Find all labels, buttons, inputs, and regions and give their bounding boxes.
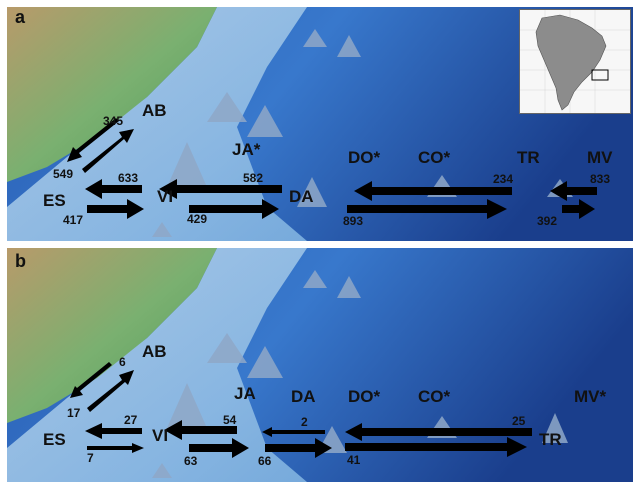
count-tr-to-da: 25 [512, 414, 526, 428]
count-tr-to-mv: 392 [537, 214, 558, 228]
site-label-ja: JA* [232, 140, 261, 159]
arrow-ja-to-vi [164, 420, 237, 440]
arrow-ab-to-es [67, 118, 119, 162]
arrow-mv-to-tr [550, 181, 597, 201]
arrow-ab-to-es [70, 362, 112, 398]
site-label-vi: VI [152, 426, 169, 445]
arrow-tr-to-mv [562, 199, 595, 219]
arrow-es-to-vi [87, 443, 144, 453]
arrow-es-to-ab [82, 129, 134, 173]
south-america-outline [520, 10, 630, 113]
site-label-ab: AB [142, 101, 167, 120]
arrow-tr-to-da [345, 423, 532, 441]
count-ja-to-da: 66 [258, 454, 272, 468]
count-es-to-vi: 417 [63, 213, 84, 227]
count-da-to-vi: 582 [243, 171, 264, 185]
arrow-vi-to-es [85, 179, 142, 199]
count-da-to-tr: 893 [343, 214, 364, 228]
site-label-ja: JA [234, 384, 256, 403]
seafloor-map [7, 248, 633, 482]
location-inset-map [519, 9, 631, 114]
count-vi-to-da: 429 [187, 212, 208, 226]
count-ab-to-es: 17 [67, 406, 81, 420]
count-vi-to-ja: 63 [184, 454, 198, 468]
site-label-vi: VI [157, 187, 174, 206]
migration-arrows [70, 362, 532, 458]
arrow-da-to-vi [159, 179, 282, 199]
site-label-do: DO* [348, 387, 381, 406]
site-label-mv: MV [587, 148, 613, 167]
arrow-vi-to-es [85, 423, 142, 439]
site-label-do: DO* [348, 148, 381, 167]
arrow-da-to-tr [345, 437, 527, 457]
arrow-es-to-vi [87, 199, 144, 219]
site-label-tr: TR [539, 430, 562, 449]
site-label-tr: TR [517, 148, 540, 167]
map-panel-b: b AB ES VI JA DA DO* CO* TR MV* 6 17 27 … [7, 248, 633, 482]
arrow-da-to-ja [262, 427, 325, 437]
site-label-da: DA [289, 187, 314, 206]
count-es-to-ab: 345 [103, 114, 124, 128]
site-label-co: CO* [418, 387, 451, 406]
count-es-to-vi: 7 [87, 451, 94, 465]
site-label-ab: AB [142, 342, 167, 361]
count-tr-to-da: 234 [493, 172, 514, 186]
arrow-ja-to-da [265, 438, 332, 458]
arrow-tr-to-da [354, 181, 512, 201]
panel-label: a [15, 7, 26, 27]
count-es-to-ab: 6 [119, 355, 126, 369]
count-ja-to-vi: 54 [223, 413, 237, 427]
count-da-to-ja: 2 [301, 415, 308, 429]
count-ab-to-es: 549 [53, 167, 74, 181]
site-label-es: ES [43, 430, 66, 449]
count-vi-to-es: 633 [118, 171, 139, 185]
arrow-da-to-tr [347, 199, 507, 219]
map-panel-a: a AB ES VI JA* DA DO* CO* TR MV 345 549 … [7, 7, 633, 241]
site-label-da: DA [291, 387, 316, 406]
count-da-to-tr: 41 [347, 453, 361, 467]
arrow-vi-to-da [189, 199, 279, 219]
site-label-mv: MV* [574, 387, 607, 406]
site-label-co: CO* [418, 148, 451, 167]
arrow-es-to-ab [87, 370, 134, 412]
migration-arrows [67, 118, 597, 219]
panel-label: b [15, 251, 26, 271]
arrow-vi-to-ja [189, 438, 249, 458]
count-vi-to-es: 27 [124, 413, 138, 427]
site-label-es: ES [43, 191, 66, 210]
count-mv-to-tr: 833 [590, 172, 611, 186]
